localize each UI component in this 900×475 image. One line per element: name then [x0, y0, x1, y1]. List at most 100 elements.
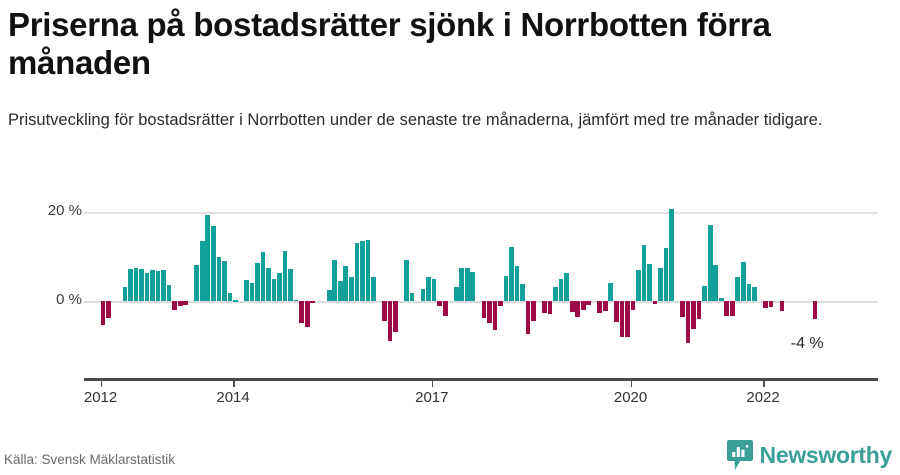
bar: [371, 277, 376, 301]
bar: [597, 301, 603, 314]
bar: [266, 267, 271, 301]
bar: [343, 266, 349, 301]
gridline: [84, 301, 878, 303]
bar-chart: 20 % 0 % -4 %: [0, 196, 900, 386]
y-axis-tick-label: 0 %: [56, 291, 82, 308]
bar: [222, 260, 227, 301]
bar: [763, 301, 768, 308]
bar: [779, 301, 785, 311]
bar: [332, 260, 338, 301]
bar: [100, 301, 106, 326]
bar: [586, 301, 592, 306]
page-title: Priserna på bostadsrätter sjönk i Norrbo…: [8, 6, 771, 82]
plot-area: [84, 196, 878, 374]
bar: [144, 272, 150, 301]
bar: [299, 301, 304, 323]
bar: [525, 301, 531, 334]
bar: [718, 297, 724, 301]
bar: [453, 286, 459, 301]
bar: [625, 301, 630, 338]
bar: [437, 301, 443, 307]
bar: [680, 301, 685, 318]
x-axis-tick: [100, 380, 103, 387]
bar: [177, 301, 183, 306]
x-axis-tick-label: 2020: [613, 389, 648, 406]
x-axis: 2012 2014 2017 2020 2022: [0, 378, 900, 418]
x-axis-tick: [763, 380, 765, 387]
bar: [249, 283, 255, 301]
bar: [724, 301, 730, 316]
bar: [393, 301, 398, 333]
bar: [503, 275, 509, 301]
bar: [669, 209, 674, 301]
bar: [304, 301, 310, 328]
bar: [288, 268, 293, 301]
bar: [382, 301, 387, 322]
bar: [492, 301, 498, 330]
bar: [663, 248, 669, 301]
bar: [349, 276, 354, 301]
bar: [707, 224, 713, 301]
bar: [459, 268, 465, 301]
bar: [133, 267, 139, 301]
brand-logo: Newsworthy: [726, 440, 893, 470]
bar: [337, 280, 343, 301]
bar: [498, 301, 503, 307]
bar: [387, 301, 393, 341]
bar: [354, 242, 360, 301]
bar: [282, 250, 288, 301]
x-axis-line: [84, 378, 878, 381]
bar: [161, 269, 166, 301]
bar: [122, 286, 128, 301]
bar: [244, 280, 249, 301]
bar: [542, 301, 547, 314]
x-axis-tick-label: 2022: [746, 389, 780, 406]
bar: [580, 301, 586, 310]
bar: [128, 268, 133, 301]
bar: [227, 292, 233, 301]
bar: [658, 268, 663, 301]
value-annotation: -4 %: [790, 334, 824, 352]
bar: [216, 256, 222, 301]
bar: [564, 272, 569, 301]
bar: [752, 286, 757, 301]
x-axis-tick-label: 2012: [83, 389, 118, 406]
bar: [608, 283, 614, 301]
bar: [812, 301, 818, 319]
bar: [205, 214, 211, 301]
gridline: [84, 212, 878, 214]
bar: [470, 271, 476, 301]
bar: [558, 278, 564, 301]
bar: [547, 301, 553, 315]
bar: [630, 301, 636, 310]
x-axis-tick: [431, 380, 434, 387]
bar: [271, 278, 277, 301]
bar: [636, 269, 641, 301]
bar: [569, 301, 575, 312]
bar: [106, 301, 111, 319]
brand-name: Newsworthy: [759, 441, 893, 468]
bar: [420, 288, 426, 301]
bar: [514, 266, 520, 301]
bar: [553, 287, 558, 301]
bar: [602, 301, 608, 311]
x-axis-tick-label: 2017: [415, 389, 449, 406]
bar: [509, 246, 514, 301]
x-axis-tick-label: 2014: [216, 389, 250, 406]
bar: [713, 264, 719, 301]
bar: [199, 240, 205, 301]
bar: [696, 301, 702, 319]
bar: [260, 251, 266, 301]
bar: [404, 259, 409, 301]
bar: [740, 262, 746, 301]
bar: [614, 301, 619, 323]
x-axis-tick: [233, 380, 235, 387]
bar: [685, 301, 691, 344]
bar: [481, 301, 487, 319]
bar: [464, 267, 470, 301]
bar: [155, 270, 161, 301]
bar: [487, 301, 492, 324]
bar: [442, 301, 448, 316]
x-axis-tick: [630, 380, 633, 387]
bar-chart-speech-bubble-icon: [726, 440, 753, 470]
